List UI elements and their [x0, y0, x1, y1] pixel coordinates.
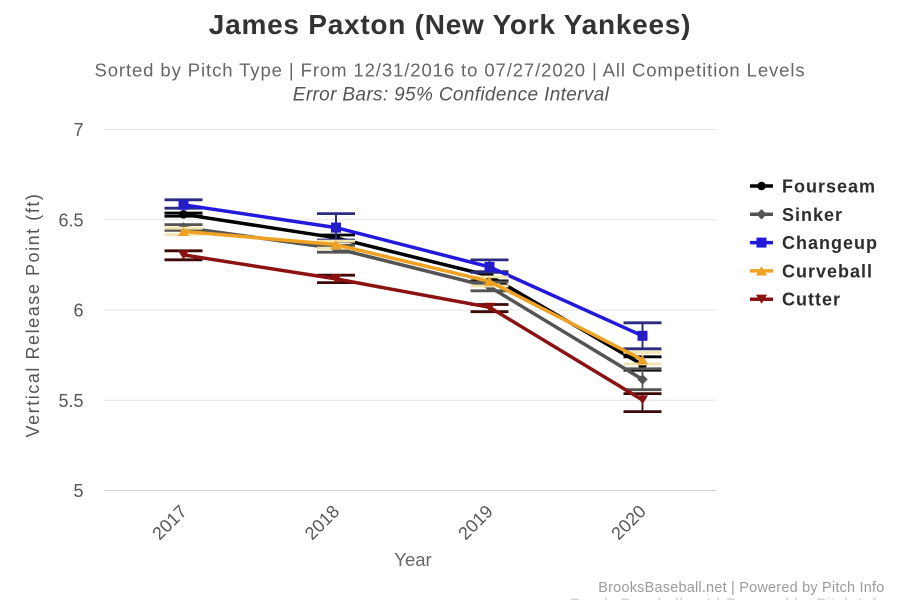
svg-text:Vertical Release Point (ft): Vertical Release Point (ft) [23, 193, 43, 438]
svg-text:Year: Year [394, 549, 431, 570]
svg-text:BrooksBaseball.net | Powered b: BrooksBaseball.net | Powered by Pitch In… [570, 597, 886, 601]
svg-text:5: 5 [73, 481, 83, 501]
svg-text:6.5: 6.5 [58, 210, 83, 230]
svg-text:Fourseam: Fourseam [782, 177, 876, 197]
svg-text:6: 6 [73, 301, 83, 321]
svg-text:Sorted by Pitch Type | From 12: Sorted by Pitch Type | From 12/31/2016 t… [94, 60, 805, 81]
svg-text:Changeup: Changeup [782, 233, 878, 253]
svg-text:Sinker: Sinker [782, 205, 843, 225]
svg-text:Error Bars: 95% Confidence Int: Error Bars: 95% Confidence Interval [293, 85, 610, 106]
svg-text:7: 7 [73, 120, 83, 140]
svg-text:BrooksBaseball.net | Powered b: BrooksBaseball.net | Powered by Pitch In… [598, 580, 884, 596]
svg-text:Curveball: Curveball [782, 261, 873, 281]
svg-text:Cutter: Cutter [782, 290, 841, 310]
svg-text:5.5: 5.5 [58, 391, 83, 411]
svg-text:James Paxton (New York Yankees: James Paxton (New York Yankees) [209, 9, 691, 40]
